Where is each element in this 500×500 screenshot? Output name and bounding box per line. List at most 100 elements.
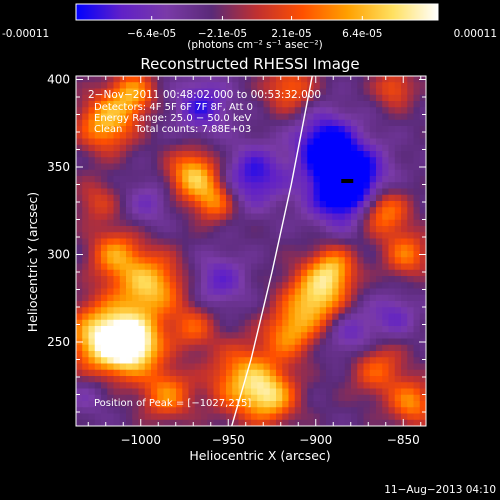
heatmap-cell	[232, 282, 239, 289]
heatmap-cell	[301, 269, 308, 277]
heatmap-cell	[407, 138, 414, 146]
heatmap-cell	[82, 288, 89, 296]
heatmap-cell	[82, 276, 89, 283]
heatmap-cell	[351, 101, 358, 108]
heatmap-cell	[319, 201, 327, 208]
heatmap-cell	[226, 113, 233, 121]
heatmap-cell	[263, 257, 271, 264]
heatmap-cell	[107, 219, 114, 227]
heatmap-cell	[157, 107, 164, 114]
heatmap-cell	[169, 394, 177, 402]
heatmap-cell	[313, 213, 321, 221]
heatmap-cell	[369, 301, 377, 308]
heatmap-cell	[294, 344, 302, 352]
heatmap-cell	[363, 182, 371, 189]
heatmap-cell	[132, 188, 139, 196]
heatmap-cell	[326, 307, 333, 314]
heatmap-cell	[313, 401, 321, 408]
heatmap-cell	[388, 251, 396, 258]
heatmap-cell	[169, 201, 177, 208]
heatmap-cell	[388, 344, 396, 352]
heatmap-cell	[182, 113, 189, 121]
heatmap-cell	[319, 394, 327, 402]
heatmap-cell	[251, 144, 258, 152]
heatmap-cell	[219, 407, 227, 414]
heatmap-cell	[182, 251, 189, 258]
heatmap-cell	[188, 188, 196, 196]
heatmap-cell	[207, 344, 214, 352]
heatmap-cell	[307, 157, 314, 164]
heatmap-cell	[251, 157, 258, 164]
heatmap-cell	[94, 76, 102, 83]
heatmap-cell	[288, 294, 296, 302]
heatmap-cell	[151, 257, 158, 264]
heatmap-cell	[188, 363, 196, 371]
heatmap-cell	[401, 344, 408, 352]
heatmap-cell	[382, 132, 389, 139]
heatmap-cell	[269, 251, 277, 258]
heatmap-cell	[132, 307, 139, 314]
heatmap-cell	[332, 101, 339, 108]
heatmap-cell	[251, 282, 258, 289]
heatmap-cell	[113, 357, 121, 364]
heatmap-cell	[276, 163, 283, 171]
heatmap-cell	[344, 344, 352, 352]
heatmap-cell	[413, 401, 421, 408]
heatmap-cell	[388, 238, 396, 246]
heatmap-cell	[163, 119, 171, 127]
heatmap-cell	[188, 319, 196, 327]
heatmap-cell	[126, 138, 133, 146]
heatmap-cell	[226, 282, 233, 289]
heatmap-cell	[176, 132, 183, 139]
heatmap-cell	[94, 419, 102, 426]
heatmap-cell	[138, 101, 146, 108]
heatmap-cell	[176, 263, 183, 271]
heatmap-cell	[126, 182, 133, 189]
heatmap-cell	[119, 301, 127, 308]
heatmap-cell	[407, 101, 414, 108]
heatmap-cell	[182, 126, 189, 133]
heatmap-cell	[319, 219, 327, 227]
heatmap-cell	[213, 338, 221, 346]
heatmap-cell	[101, 413, 108, 421]
heatmap-cell	[238, 251, 246, 258]
heatmap-cell	[288, 213, 296, 221]
heatmap-cell	[388, 388, 396, 396]
heatmap-cell	[282, 107, 289, 114]
heatmap-cell	[382, 288, 389, 296]
heatmap-cell	[132, 182, 139, 189]
heatmap-cell	[363, 382, 371, 389]
heatmap-cell	[207, 94, 214, 102]
heatmap-cell	[332, 76, 339, 83]
heatmap-cell	[382, 357, 389, 364]
heatmap-cell	[332, 332, 339, 339]
heatmap-cell	[413, 113, 421, 121]
heatmap-cell	[151, 219, 158, 227]
heatmap-cell	[276, 326, 283, 333]
heatmap-cell	[163, 144, 171, 152]
heatmap-cell	[288, 407, 296, 414]
heatmap-cell	[344, 326, 352, 333]
heatmap-cell	[407, 94, 414, 102]
heatmap-cell	[388, 326, 396, 333]
heatmap-cell	[419, 407, 426, 414]
heatmap-cell	[138, 151, 146, 158]
heatmap-cell	[344, 151, 352, 158]
heatmap-cell	[244, 219, 252, 227]
heatmap-cell	[119, 401, 127, 408]
heatmap-cell	[263, 82, 271, 89]
heatmap-cell	[388, 138, 396, 146]
heatmap-cell	[419, 176, 426, 183]
heatmap-cell	[357, 338, 364, 346]
heatmap-cell	[138, 257, 146, 264]
heatmap-cell	[363, 363, 371, 371]
heatmap-cell	[326, 251, 333, 258]
heatmap-cell	[282, 319, 289, 327]
heatmap-cell	[232, 226, 239, 233]
heatmap-cell	[126, 369, 133, 377]
heatmap-cell	[344, 76, 352, 83]
heatmap-cell	[107, 76, 114, 83]
heatmap-cell	[313, 319, 321, 327]
heatmap-cell	[226, 369, 233, 377]
heatmap-cell	[407, 376, 414, 383]
